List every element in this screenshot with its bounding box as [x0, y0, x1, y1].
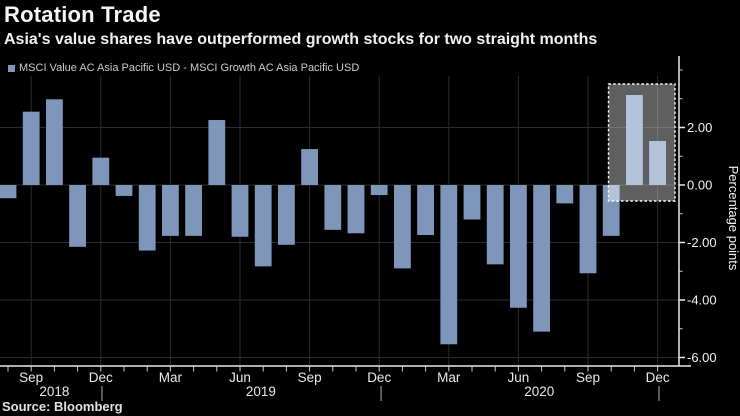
y-tick-label: -4.00 — [687, 293, 717, 308]
y-tick-label: -6.00 — [687, 350, 717, 365]
year-label-2020: 2020 — [524, 384, 554, 399]
y-tick-label: -2.00 — [687, 235, 717, 250]
x-tick-label: Jun — [508, 370, 530, 385]
bar-jan-2019 — [115, 185, 133, 196]
bar-dec-2019 — [370, 185, 388, 196]
x-tick-label: Sep — [19, 370, 43, 385]
bars — [0, 95, 666, 345]
bar-oct-2020 — [608, 185, 620, 201]
bar-jan-2020 — [394, 185, 411, 269]
bar-apr-2019 — [185, 185, 202, 236]
bar-oct-2018 — [46, 99, 63, 185]
x-tick-label: Dec — [89, 370, 113, 385]
bar-mar-2020 — [440, 185, 458, 345]
y-tick-label: 2.00 — [687, 120, 712, 135]
x-tick-label: Dec — [646, 370, 670, 385]
bars-highlighted — [608, 95, 666, 201]
x-tick-label: Sep — [576, 370, 600, 385]
bar-jul-2020 — [533, 185, 550, 332]
bar-nov-2018 — [69, 185, 86, 247]
bar-nov-2020 — [626, 95, 643, 185]
bar-sep-2018 — [22, 111, 40, 185]
legend: MSCI Value AC Asia Pacific USD - MSCI Gr… — [8, 62, 359, 74]
bar-jul-2019 — [254, 185, 272, 267]
bar-feb-2019 — [138, 185, 156, 251]
x-tick-label: Mar — [159, 370, 183, 385]
bar-dec-2018 — [92, 157, 110, 185]
year-label-2018: 2018 — [39, 384, 69, 399]
bar-jun-2019 — [231, 185, 249, 237]
legend-swatch-icon — [8, 64, 15, 72]
source-note: Source: Bloomberg — [2, 399, 123, 414]
gridlines-in-box — [608, 84, 675, 201]
page-title: Rotation Trade — [4, 2, 161, 27]
y-axis-title: Percentage points — [726, 166, 740, 271]
x-tick-label: Jun — [229, 370, 251, 385]
bar-apr-2020 — [463, 185, 481, 220]
bar-oct-2019 — [324, 185, 342, 230]
legend-label: MSCI Value AC Asia Pacific USD - MSCI Gr… — [19, 62, 360, 74]
chart-subtitle: Asia's value shares have outperformed gr… — [4, 31, 598, 48]
year-label-2019: 2019 — [246, 384, 276, 399]
x-tick-label: Mar — [437, 370, 461, 385]
bar-mar-2019 — [162, 185, 179, 236]
bar-aug-2018 — [0, 185, 17, 199]
x-tick-label: Dec — [367, 370, 391, 385]
bar-sep-2019 — [301, 149, 318, 185]
y-tick-label: 0.00 — [687, 178, 712, 193]
bar-aug-2020 — [556, 185, 574, 204]
axes: 2.00 0.00 -2.00 -4.00 -6.00 Sep Dec Mar Jun Sep De… — [0, 56, 717, 401]
x-tick-label: Sep — [298, 370, 322, 385]
bar-feb-2020 — [417, 185, 434, 236]
bar-may-2019 — [208, 120, 226, 185]
bar-sep-2020 — [579, 185, 597, 274]
bar-aug-2019 — [278, 185, 295, 245]
bar-dec-2020 — [649, 141, 666, 185]
highlight-box-border — [607, 83, 676, 202]
bar-jun-2020 — [510, 185, 527, 308]
bar-nov-2019 — [347, 185, 365, 234]
bar-may-2020 — [486, 185, 504, 265]
